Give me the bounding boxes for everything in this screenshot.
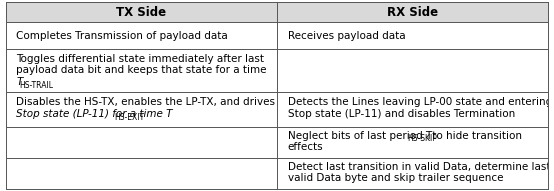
Text: Receives payload data: Receives payload data — [288, 31, 406, 40]
Text: HS-TRAIL: HS-TRAIL — [19, 81, 54, 90]
Text: TX Side: TX Side — [116, 6, 166, 19]
Text: Completes Transmission of payload data: Completes Transmission of payload data — [17, 31, 228, 40]
Text: Detect last transition in valid Data, determine last: Detect last transition in valid Data, de… — [288, 162, 550, 172]
Text: Toggles differential state immediately after last: Toggles differential state immediately a… — [17, 54, 264, 64]
Text: Detects the Lines leaving LP-00 state and entering: Detects the Lines leaving LP-00 state an… — [288, 97, 552, 107]
Text: effects: effects — [288, 142, 324, 152]
Text: Disables the HS-TX, enables the LP-TX, and drives: Disables the HS-TX, enables the LP-TX, a… — [17, 97, 275, 107]
Text: payload data bit and keeps that state for a time: payload data bit and keeps that state fo… — [17, 65, 267, 75]
Text: to hide transition: to hide transition — [429, 131, 522, 141]
Text: HS-EXIT: HS-EXIT — [114, 113, 144, 122]
Text: T: T — [17, 77, 23, 87]
Text: Neglect bits of last period T: Neglect bits of last period T — [288, 131, 432, 141]
Text: valid Data byte and skip trailer sequence: valid Data byte and skip trailer sequenc… — [288, 173, 504, 183]
Text: RX Side: RX Side — [387, 6, 438, 19]
Text: Stop state (LP-11) for a time T: Stop state (LP-11) for a time T — [17, 109, 173, 119]
Text: Stop state (LP-11) and disables Termination: Stop state (LP-11) and disables Terminat… — [288, 109, 515, 119]
Text: HS-SKIP: HS-SKIP — [408, 134, 437, 143]
